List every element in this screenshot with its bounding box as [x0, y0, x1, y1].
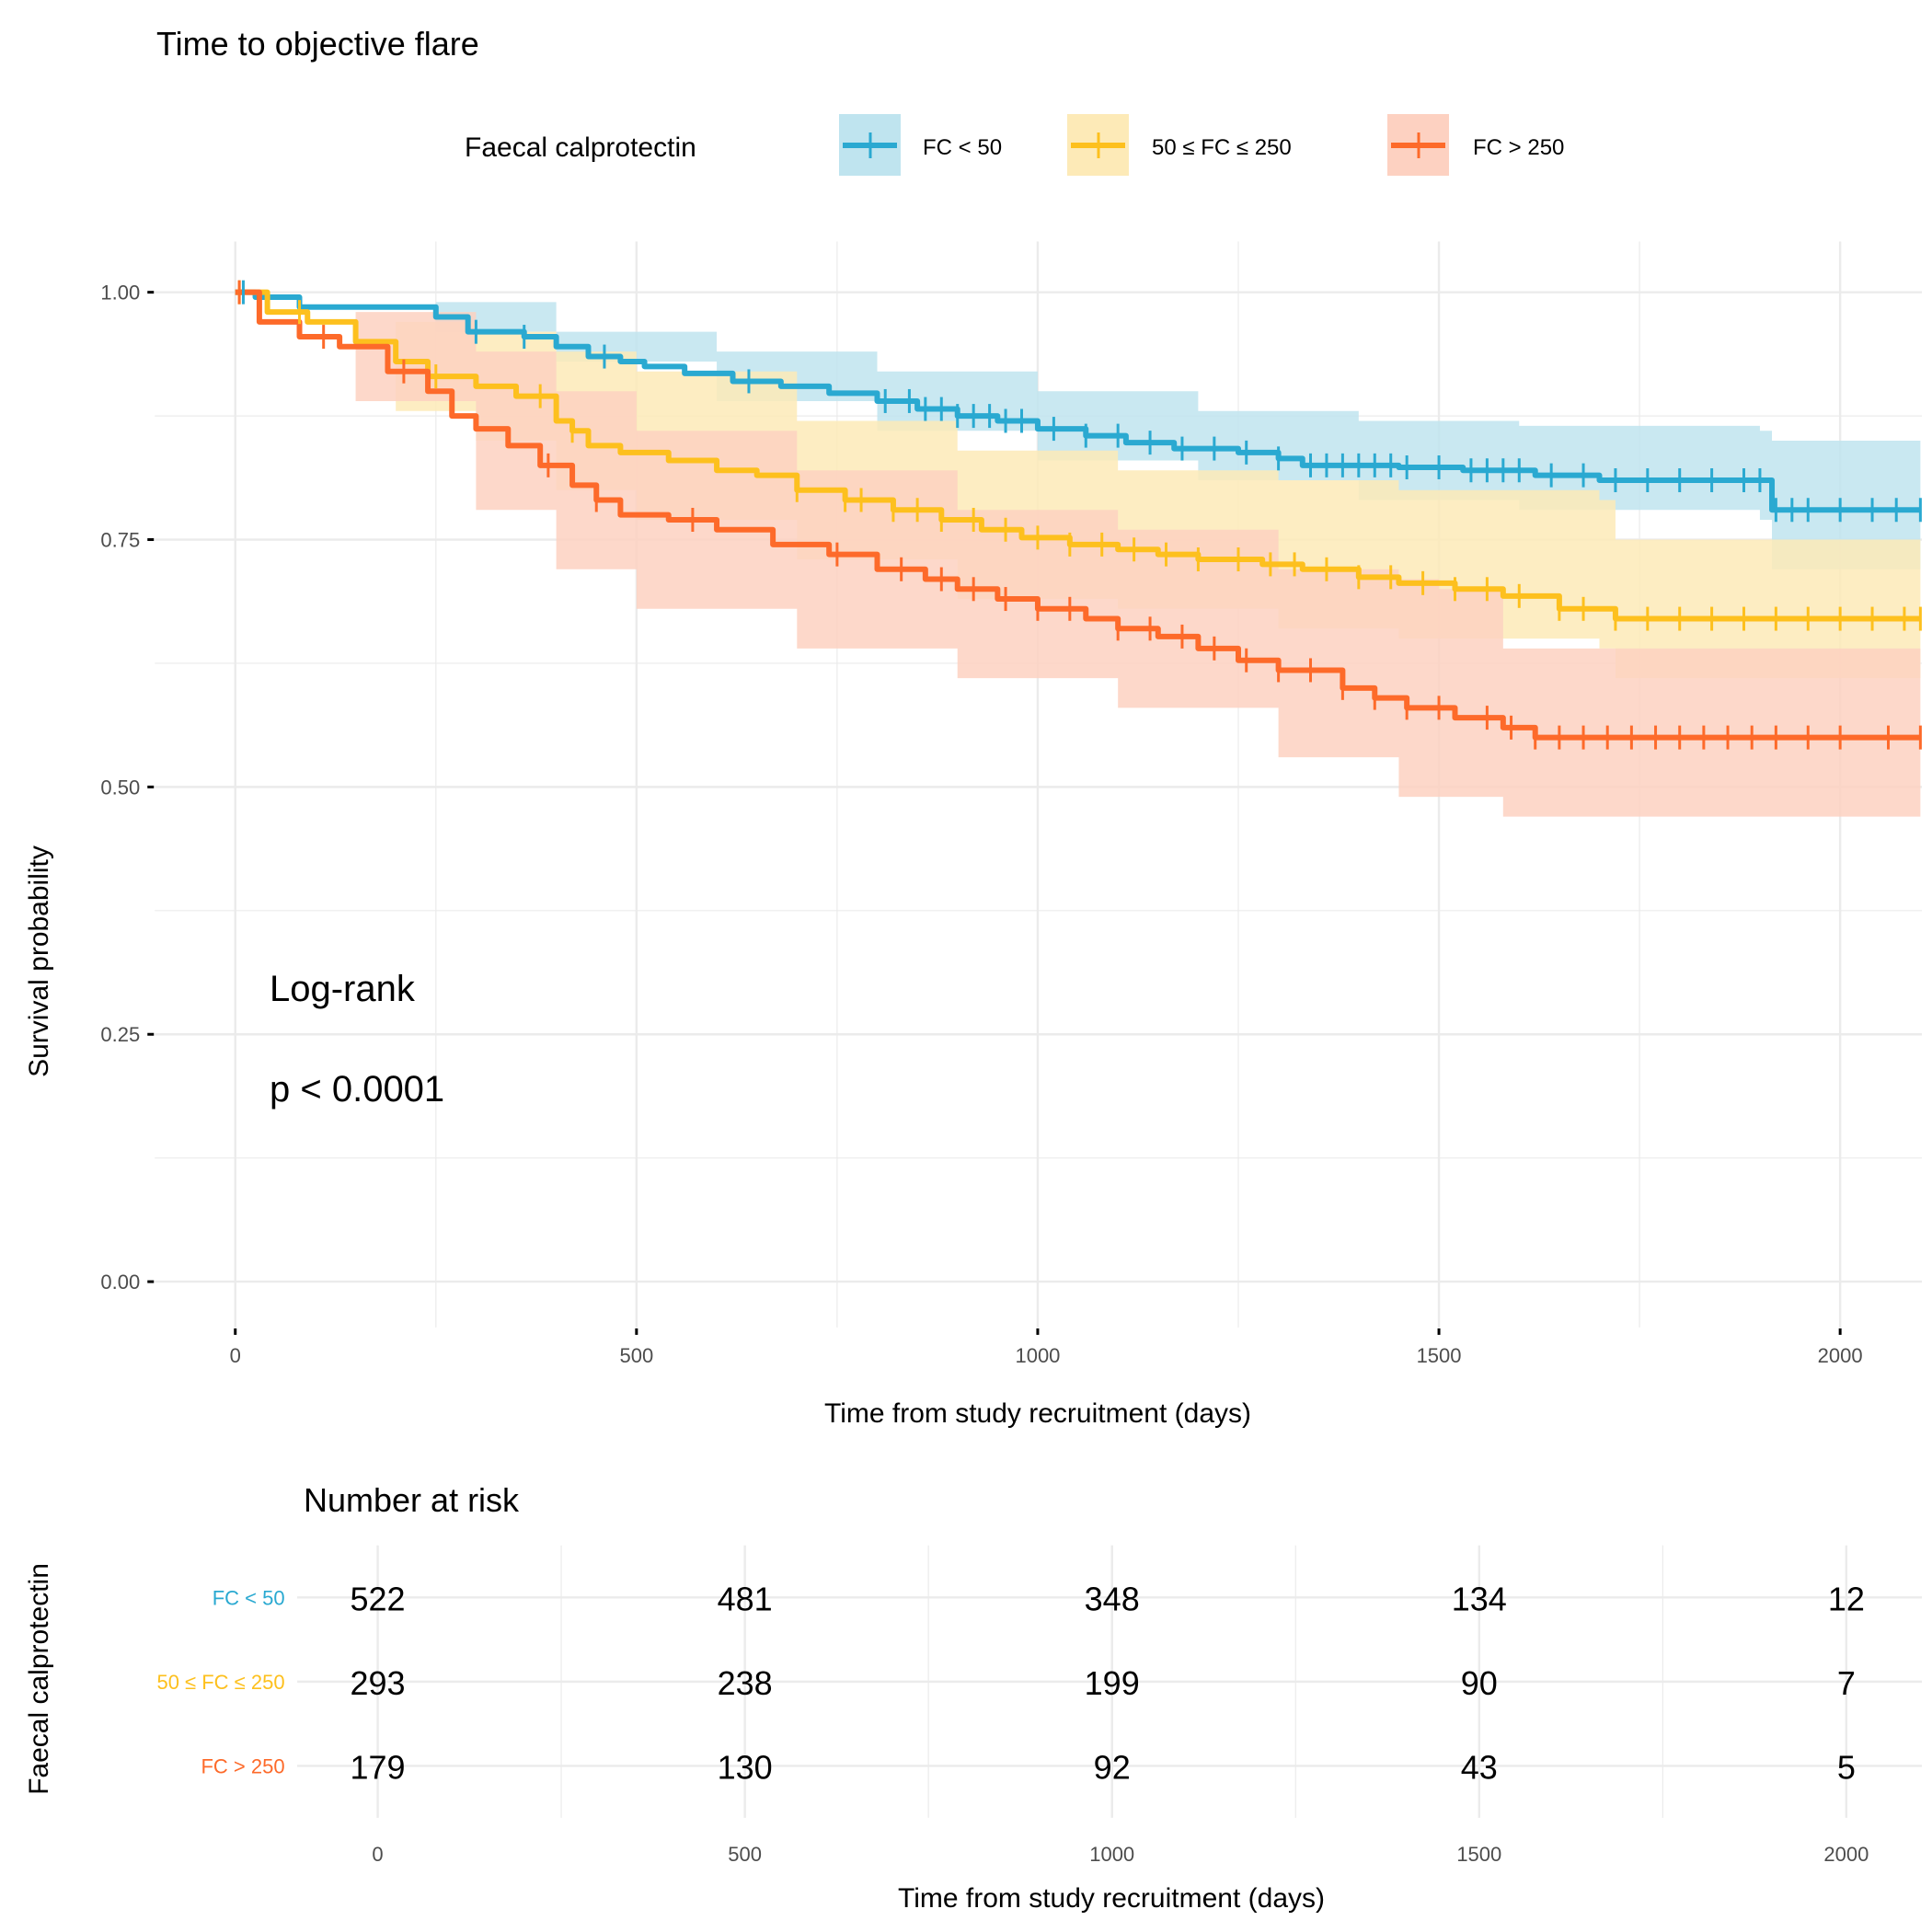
- risk-row: 50 ≤ FC ≤ 250 293 238 199 90 7: [156, 1664, 1855, 1702]
- risk-row-label: FC > 250: [201, 1754, 284, 1777]
- y-tick-label: 1.00: [100, 282, 140, 305]
- risk-table-rows: FC < 50 522 481 348 134 12 50 ≤ FC ≤ 250 293 238…: [156, 1580, 1864, 1786]
- risk-table-x-axis: 0 500 1000 1500 2000: [372, 1843, 1869, 1866]
- x-tick-label: 2000: [1818, 1344, 1863, 1367]
- risk-table-grid: [297, 1545, 1922, 1818]
- censor-marks: [237, 280, 1922, 750]
- risk-table-y-title: Faecal calprotectin: [24, 1563, 54, 1795]
- legend-label: FC < 50: [923, 135, 1002, 160]
- y-tick-label: 0.00: [100, 1271, 140, 1294]
- legend-title: Faecal calprotectin: [465, 132, 696, 163]
- x-tick-label: 1500: [1417, 1344, 1462, 1367]
- legend-item-fc-mid: 50 ≤ FC ≤ 250: [1067, 114, 1292, 176]
- risk-row-label: 50 ≤ FC ≤ 250: [156, 1671, 284, 1694]
- y-tick-label: 0.50: [100, 776, 140, 799]
- legend-item-fc-low: FC < 50: [839, 114, 1002, 176]
- risk-row-label: FC < 50: [213, 1586, 285, 1609]
- risk-count: 12: [1828, 1580, 1865, 1617]
- risk-count: 43: [1461, 1748, 1498, 1786]
- risk-row: FC > 250 179 130 92 43 5: [201, 1748, 1855, 1786]
- risk-count: 90: [1461, 1664, 1498, 1702]
- chart-title: Time to objective flare: [156, 25, 479, 63]
- y-tick-label: 0.25: [100, 1023, 140, 1046]
- risk-x-tick-label: 0: [372, 1843, 383, 1866]
- risk-count: 130: [718, 1748, 773, 1786]
- risk-count: 522: [350, 1580, 405, 1617]
- risk-count: 348: [1085, 1580, 1140, 1617]
- risk-table-title: Number at risk: [304, 1481, 520, 1519]
- risk-x-tick-label: 1000: [1089, 1843, 1134, 1866]
- risk-count: 92: [1094, 1748, 1131, 1786]
- legend: Faecal calprotectin FC < 50 50 ≤ FC ≤ 25…: [465, 114, 1564, 176]
- ci-band-1: [235, 292, 1921, 679]
- legend-label: 50 ≤ FC ≤ 250: [1152, 135, 1292, 160]
- risk-count: 134: [1452, 1580, 1507, 1617]
- risk-count: 293: [350, 1664, 405, 1702]
- risk-count: 481: [718, 1580, 773, 1617]
- risk-x-tick-label: 1500: [1456, 1843, 1501, 1866]
- survival-plot: 0.00 0.25 0.50 0.75 1.00 0 500 1000 1500 2000: [100, 241, 1922, 1367]
- logrank-label: Log-rank: [270, 969, 416, 1009]
- p-value-label: p < 0.0001: [270, 1069, 444, 1110]
- x-axis-title: Time from study recruitment (days): [824, 1398, 1251, 1429]
- risk-table-x-title: Time from study recruitment (days): [898, 1883, 1325, 1914]
- y-tick-label: 0.75: [100, 529, 140, 552]
- risk-count: 199: [1085, 1664, 1140, 1702]
- x-tick-label: 0: [230, 1344, 241, 1367]
- legend-item-fc-high: FC > 250: [1387, 114, 1564, 176]
- risk-count: 238: [718, 1664, 773, 1702]
- risk-x-tick-label: 2000: [1823, 1843, 1869, 1866]
- y-axis-title: Survival probability: [24, 845, 54, 1077]
- risk-row: FC < 50 522 481 348 134 12: [213, 1580, 1865, 1617]
- risk-x-tick-label: 500: [728, 1843, 762, 1866]
- ci-band-2: [235, 292, 1921, 817]
- risk-count: 5: [1837, 1748, 1856, 1786]
- risk-count: 179: [350, 1748, 405, 1786]
- x-axis: 0 500 1000 1500 2000: [230, 1328, 1863, 1367]
- risk-table: Number at risk FC < 50 522 481 348 134 12 50 ≤…: [24, 1481, 1922, 1914]
- survival-line-0: [235, 289, 1921, 513]
- y-axis: 0.00 0.25 0.50 0.75 1.00: [100, 282, 155, 1294]
- risk-count: 7: [1837, 1664, 1856, 1702]
- x-tick-label: 500: [619, 1344, 653, 1367]
- legend-label: FC > 250: [1473, 135, 1564, 160]
- x-tick-label: 1000: [1015, 1344, 1060, 1367]
